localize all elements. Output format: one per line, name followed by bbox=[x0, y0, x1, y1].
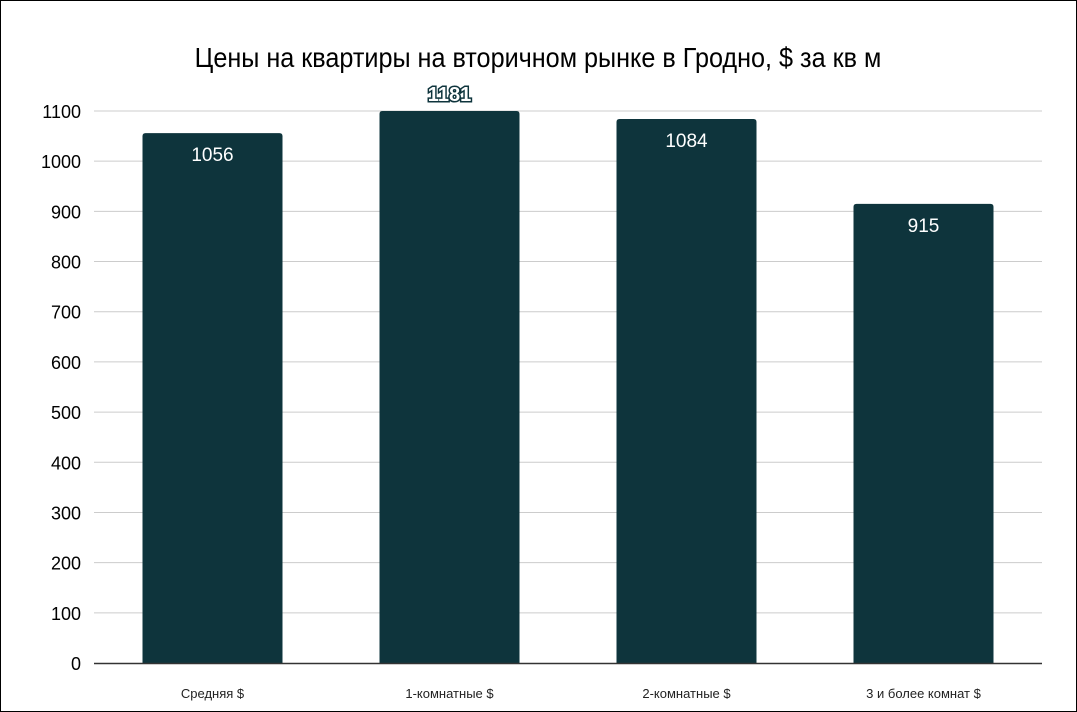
bar bbox=[142, 133, 283, 663]
chart-title: Цены на квартиры на вторичном рынке в Гр… bbox=[195, 42, 882, 74]
data-label: 915 bbox=[908, 216, 940, 237]
y-tick-label: 900 bbox=[51, 202, 81, 222]
x-tick-label: 2-комнатные $ bbox=[642, 686, 731, 701]
y-tick-label: 400 bbox=[51, 453, 81, 473]
data-label: 1056 bbox=[191, 145, 233, 166]
y-tick-label: 1000 bbox=[41, 152, 81, 172]
x-tick-label: 3 и более комнат $ bbox=[866, 686, 981, 701]
y-tick-label: 200 bbox=[51, 554, 81, 574]
y-tick-label: 600 bbox=[51, 353, 81, 373]
x-tick-label: Средняя $ bbox=[181, 686, 245, 701]
bar bbox=[616, 119, 757, 663]
y-tick-label: 0 bbox=[71, 654, 81, 674]
y-tick-label: 500 bbox=[51, 403, 81, 423]
y-tick-label: 700 bbox=[51, 303, 81, 323]
bar bbox=[379, 111, 520, 663]
y-tick-label: 100 bbox=[51, 604, 81, 624]
bar bbox=[853, 203, 994, 663]
data-label: 1181 bbox=[428, 84, 471, 106]
y-tick-label: 300 bbox=[51, 503, 81, 523]
y-tick-label: 1100 bbox=[42, 102, 81, 122]
y-tick-label: 800 bbox=[51, 253, 81, 273]
data-label: 1084 bbox=[665, 131, 708, 152]
x-tick-label: 1-комнатные $ bbox=[405, 686, 494, 701]
